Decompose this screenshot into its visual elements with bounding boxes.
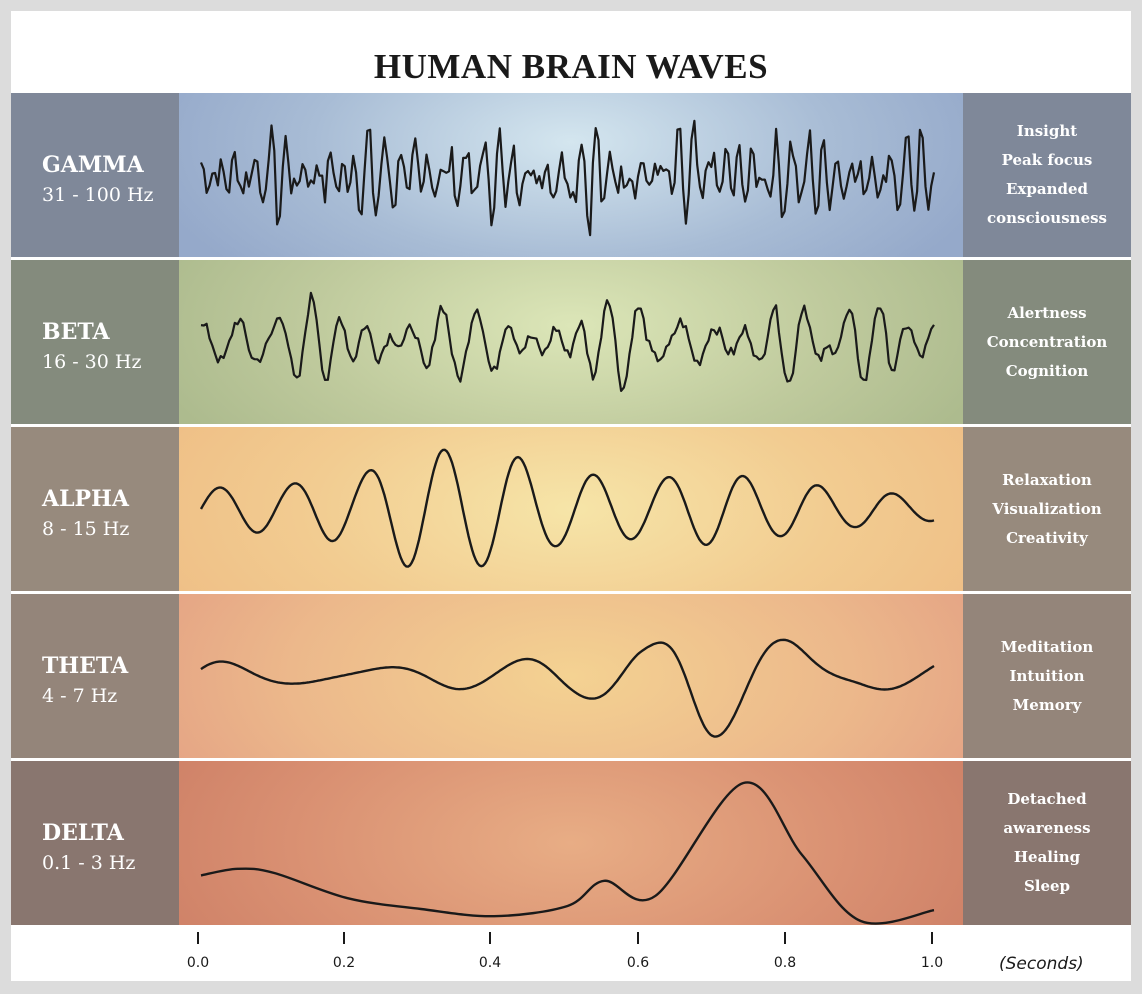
- wave-panel: [179, 594, 963, 758]
- band-roles-panel: Insight Peak focus Expanded consciousnes…: [963, 93, 1131, 257]
- wave-panel: [179, 427, 963, 591]
- band-divider: [179, 257, 963, 260]
- axis-tick: [637, 932, 639, 944]
- band-name: DELTA: [42, 820, 124, 846]
- band-role: awareness: [1003, 819, 1091, 837]
- band-role: Peak focus: [1001, 151, 1093, 169]
- axis-tick-label: 0.8: [773, 955, 797, 971]
- delta-waveform: [200, 781, 935, 925]
- wave-line: [199, 448, 935, 568]
- axis-unit: (Seconds): [999, 954, 1084, 974]
- axis-tick-label: 0.4: [478, 955, 502, 971]
- band-theta: THETA 4 - 7 Hz Meditation Intuition Memo…: [11, 594, 1131, 758]
- brain-waves-diagram: HUMAN BRAIN WAVES GAMMA 31 - 100 Hz Insi…: [11, 11, 1131, 981]
- axis-tick-label: 0.2: [332, 955, 356, 971]
- band-label-panel: THETA 4 - 7 Hz: [11, 594, 179, 758]
- axis-tick-label: 0.6: [626, 955, 650, 971]
- axis-tick: [489, 932, 491, 944]
- band-role: Relaxation: [1002, 470, 1092, 489]
- band-label-panel: BETA 16 - 30 Hz: [11, 260, 179, 424]
- band-role: Visualization: [992, 499, 1102, 518]
- axis-tick: [197, 932, 199, 944]
- band-frequency-range: 0.1 - 3 Hz: [42, 852, 136, 874]
- band-label-panel: GAMMA 31 - 100 Hz: [11, 93, 179, 257]
- band-role: Memory: [1012, 695, 1082, 714]
- band-delta: DELTA 0.1 - 3 Hz Detached awareness Heal…: [11, 761, 1131, 925]
- band-frequency-range: 8 - 15 Hz: [42, 518, 130, 540]
- theta-waveform: [200, 638, 935, 738]
- diagram-title: HUMAN BRAIN WAVES: [373, 47, 769, 86]
- axis-tick-label: 0.0: [186, 955, 210, 971]
- band-role: Concentration: [986, 332, 1108, 351]
- band-roles-panel: Meditation Intuition Memory: [963, 594, 1131, 758]
- band-frequency-range: 4 - 7 Hz: [42, 685, 118, 707]
- wave-panel: [179, 93, 963, 257]
- wave-line: [200, 291, 935, 392]
- band-divider: [179, 424, 963, 427]
- wave-panel: [179, 761, 963, 925]
- beta-waveform: [200, 291, 935, 392]
- band-role: Expanded: [1005, 180, 1088, 198]
- wave-panel: [179, 260, 963, 424]
- band-frequency-range: 16 - 30 Hz: [42, 351, 142, 373]
- band-gamma: GAMMA 31 - 100 Hz Insight Peak focus Exp…: [11, 93, 1131, 257]
- band-name: THETA: [42, 653, 129, 679]
- band-role: Sleep: [1023, 877, 1071, 895]
- axis-tick: [343, 932, 345, 944]
- band-role: Meditation: [1000, 637, 1094, 656]
- band-role: Alertness: [1007, 303, 1087, 322]
- band-roles-panel: Alertness Concentration Cognition: [963, 260, 1131, 424]
- time-axis: 0.0 0.2 0.4 0.6 0.8 1.0 (Seconds): [179, 925, 1131, 981]
- wave-line: [199, 119, 936, 237]
- wave-line: [200, 638, 935, 738]
- band-frequency-range: 31 - 100 Hz: [42, 184, 154, 206]
- band-name: GAMMA: [42, 152, 144, 178]
- alpha-waveform: [199, 448, 935, 568]
- band-role: Creativity: [1006, 528, 1088, 547]
- gamma-waveform: [199, 119, 936, 237]
- band-role: Detached: [1007, 790, 1087, 808]
- band-label-panel: DELTA 0.1 - 3 Hz: [11, 761, 179, 925]
- band-divider: [179, 758, 963, 761]
- band-roles-panel: Detached awareness Healing Sleep: [963, 761, 1131, 925]
- band-role: Healing: [1013, 848, 1081, 866]
- band-beta: BETA 16 - 30 Hz Alertness Concentration …: [11, 260, 1131, 424]
- band-role: Insight: [1016, 122, 1078, 140]
- band-role: consciousness: [986, 209, 1107, 227]
- band-label-panel: ALPHA 8 - 15 Hz: [11, 427, 179, 591]
- band-role: Cognition: [1005, 361, 1089, 380]
- band-role: Intuition: [1009, 666, 1085, 685]
- band-roles-panel: Relaxation Visualization Creativity: [963, 427, 1131, 591]
- axis-tick-label: 1.0: [920, 955, 944, 971]
- band-divider: [179, 591, 963, 594]
- band-name: ALPHA: [42, 486, 129, 512]
- band-name: BETA: [42, 319, 110, 345]
- wave-line: [200, 781, 935, 925]
- axis-tick: [931, 932, 933, 944]
- axis-tick: [784, 932, 786, 944]
- band-alpha: ALPHA 8 - 15 Hz Relaxation Visualization…: [11, 427, 1131, 591]
